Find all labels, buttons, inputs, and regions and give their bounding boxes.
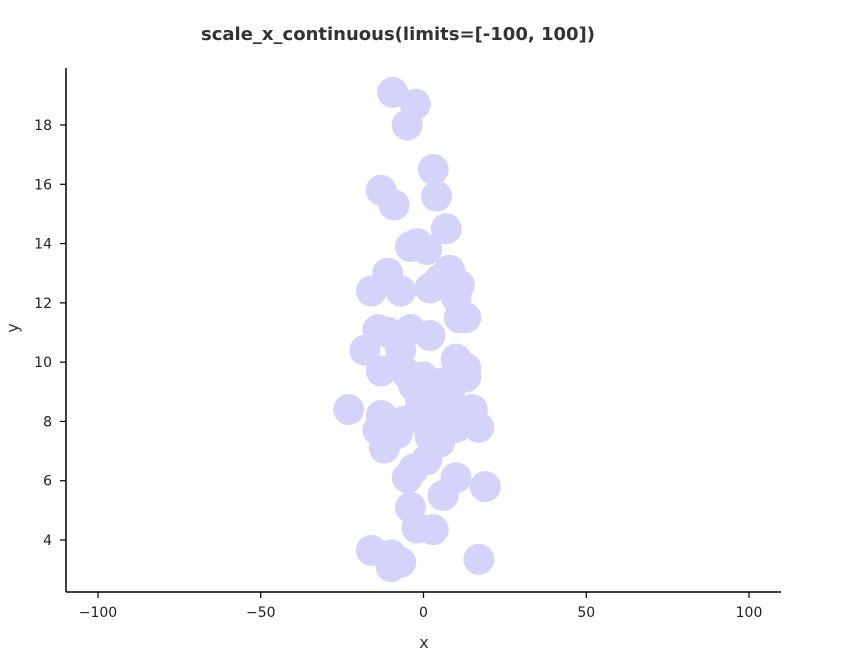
y-tick-label: 14 <box>34 237 52 253</box>
data-point <box>430 213 462 245</box>
data-point <box>365 355 397 387</box>
data-point <box>427 480 459 512</box>
data-point <box>375 551 407 583</box>
data-point <box>368 432 400 464</box>
y-axis-ticks: 4 6 8 10 12 14 16 18 <box>34 118 66 549</box>
data-point <box>385 334 417 366</box>
data-point <box>463 411 495 443</box>
data-point <box>349 334 381 366</box>
data-point <box>469 471 501 503</box>
x-tick-label: 0 <box>419 605 428 621</box>
chart-title: scale_x_continuous(limits=[-100, 100]) <box>201 24 595 45</box>
data-point <box>463 543 495 575</box>
data-point <box>355 275 387 307</box>
data-point <box>391 462 423 494</box>
data-point <box>414 319 446 351</box>
data-point <box>391 109 423 141</box>
y-tick-label: 12 <box>34 296 52 312</box>
y-tick-label: 16 <box>34 177 52 193</box>
y-tick-label: 4 <box>43 533 52 549</box>
x-tick-label: −100 <box>79 605 117 621</box>
y-axis-label: y <box>3 323 22 332</box>
x-tick-label: 50 <box>577 605 595 621</box>
data-point <box>417 153 449 185</box>
y-tick-label: 18 <box>34 118 52 134</box>
data-point <box>417 514 449 546</box>
y-tick-label: 10 <box>34 355 52 371</box>
x-tick-label: 100 <box>736 605 763 621</box>
data-point <box>377 76 409 108</box>
y-tick-label: 8 <box>43 414 52 430</box>
data-point <box>385 275 417 307</box>
data-point <box>414 272 446 304</box>
x-axis-ticks: −100 −50 0 50 100 <box>79 592 763 621</box>
points-layer <box>333 76 501 583</box>
x-axis-label: x <box>419 633 428 652</box>
data-point <box>378 189 410 221</box>
data-point <box>411 234 443 265</box>
y-tick-label: 6 <box>43 474 52 490</box>
data-point <box>333 394 365 426</box>
x-tick-label: −50 <box>246 605 276 621</box>
data-point <box>443 302 475 334</box>
data-point <box>421 180 453 212</box>
